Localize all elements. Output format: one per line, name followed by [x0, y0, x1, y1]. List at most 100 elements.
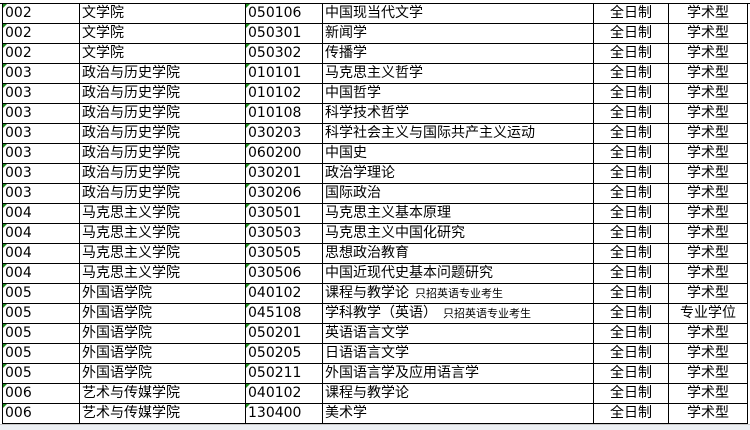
study-mode-cell[interactable]: 全日制	[593, 43, 669, 64]
major-code-cell[interactable]: 030206	[245, 183, 323, 204]
major-name-cell[interactable]: 课程与教学论	[322, 383, 594, 404]
college-name-cell[interactable]: 政治与历史学院	[79, 103, 246, 124]
major-name-cell[interactable]: 新闻学	[322, 23, 594, 44]
major-name-cell[interactable]: 课程与教学论 只招英语专业考生	[322, 283, 594, 304]
study-mode-cell[interactable]: 全日制	[593, 203, 669, 224]
major-name-cell[interactable]: 马克思主义哲学	[322, 63, 594, 84]
college-code-cell[interactable]: 003	[2, 183, 80, 204]
degree-type-cell[interactable]: 学术型	[668, 183, 748, 204]
degree-type-cell[interactable]: 学术型	[668, 43, 748, 64]
college-code-cell[interactable]: 002	[2, 23, 80, 44]
major-code-cell[interactable]: 010101	[245, 63, 323, 84]
degree-type-cell[interactable]: 学术型	[668, 143, 748, 164]
college-name-cell[interactable]: 政治与历史学院	[79, 163, 246, 184]
degree-type-cell[interactable]: 学术型	[668, 103, 748, 124]
major-name-cell[interactable]: 中国近现代史基本问题研究	[322, 263, 594, 284]
college-name-cell[interactable]: 政治与历史学院	[79, 143, 246, 164]
major-name-cell[interactable]: 中国现当代文学	[322, 3, 594, 24]
degree-type-cell[interactable]: 学术型	[668, 243, 748, 264]
major-name-cell[interactable]: 美术学	[322, 403, 594, 424]
college-name-cell[interactable]: 政治与历史学院	[79, 83, 246, 104]
college-code-cell[interactable]: 003	[2, 103, 80, 124]
study-mode-cell[interactable]: 全日制	[593, 363, 669, 384]
college-code-cell[interactable]: 005	[2, 363, 80, 384]
degree-type-cell[interactable]: 学术型	[668, 363, 748, 384]
college-name-cell[interactable]: 文学院	[79, 43, 246, 64]
degree-type-cell[interactable]: 学术型	[668, 383, 748, 404]
major-code-cell[interactable]: 045108	[245, 303, 323, 324]
college-code-cell[interactable]: 004	[2, 203, 80, 224]
major-code-cell[interactable]: 030505	[245, 243, 323, 264]
major-name-cell[interactable]: 科学社会主义与国际共产主义运动	[322, 123, 594, 144]
major-name-cell[interactable]: 科学技术哲学	[322, 103, 594, 124]
degree-type-cell[interactable]: 学术型	[668, 203, 748, 224]
study-mode-cell[interactable]: 全日制	[593, 223, 669, 244]
college-code-cell[interactable]: 004	[2, 223, 80, 244]
college-code-cell[interactable]: 005	[2, 323, 80, 344]
college-code-cell[interactable]: 003	[2, 83, 80, 104]
degree-type-cell[interactable]: 学术型	[668, 343, 748, 364]
degree-type-cell[interactable]: 学术型	[668, 263, 748, 284]
major-name-cell[interactable]: 学科教学（英语） 只招英语专业考生	[322, 303, 594, 324]
major-name-cell[interactable]: 中国史	[322, 143, 594, 164]
study-mode-cell[interactable]: 全日制	[593, 83, 669, 104]
study-mode-cell[interactable]: 全日制	[593, 303, 669, 324]
major-name-cell[interactable]: 马克思主义中国化研究	[322, 223, 594, 244]
college-name-cell[interactable]: 政治与历史学院	[79, 123, 246, 144]
study-mode-cell[interactable]: 全日制	[593, 103, 669, 124]
study-mode-cell[interactable]: 全日制	[593, 3, 669, 24]
study-mode-cell[interactable]: 全日制	[593, 343, 669, 364]
degree-type-cell[interactable]: 专业学位	[668, 303, 748, 324]
study-mode-cell[interactable]: 全日制	[593, 323, 669, 344]
major-code-cell[interactable]: 050205	[245, 343, 323, 364]
degree-type-cell[interactable]: 学术型	[668, 63, 748, 84]
major-code-cell[interactable]: 050302	[245, 43, 323, 64]
major-code-cell[interactable]: 040102	[245, 383, 323, 404]
college-name-cell[interactable]: 外国语学院	[79, 323, 246, 344]
major-code-cell[interactable]: 050106	[245, 3, 323, 24]
college-name-cell[interactable]: 文学院	[79, 23, 246, 44]
degree-type-cell[interactable]: 学术型	[668, 223, 748, 244]
major-code-cell[interactable]: 050211	[245, 363, 323, 384]
study-mode-cell[interactable]: 全日制	[593, 23, 669, 44]
major-code-cell[interactable]: 050201	[245, 323, 323, 344]
college-code-cell[interactable]: 005	[2, 343, 80, 364]
college-code-cell[interactable]: 004	[2, 243, 80, 264]
college-name-cell[interactable]: 马克思主义学院	[79, 223, 246, 244]
major-code-cell[interactable]: 030501	[245, 203, 323, 224]
major-name-cell[interactable]: 中国哲学	[322, 83, 594, 104]
college-code-cell[interactable]: 002	[2, 3, 80, 24]
college-name-cell[interactable]: 艺术与传媒学院	[79, 403, 246, 424]
college-code-cell[interactable]: 005	[2, 283, 80, 304]
college-code-cell[interactable]: 003	[2, 163, 80, 184]
major-code-cell[interactable]: 030201	[245, 163, 323, 184]
college-name-cell[interactable]: 文学院	[79, 3, 246, 24]
major-code-cell[interactable]: 060200	[245, 143, 323, 164]
major-code-cell[interactable]: 010102	[245, 83, 323, 104]
degree-type-cell[interactable]: 学术型	[668, 123, 748, 144]
college-code-cell[interactable]: 002	[2, 43, 80, 64]
major-code-cell[interactable]: 030506	[245, 263, 323, 284]
college-name-cell[interactable]: 马克思主义学院	[79, 263, 246, 284]
college-name-cell[interactable]: 艺术与传媒学院	[79, 383, 246, 404]
major-name-cell[interactable]: 政治学理论	[322, 163, 594, 184]
degree-type-cell[interactable]: 学术型	[668, 23, 748, 44]
study-mode-cell[interactable]: 全日制	[593, 403, 669, 424]
study-mode-cell[interactable]: 全日制	[593, 383, 669, 404]
study-mode-cell[interactable]: 全日制	[593, 123, 669, 144]
major-name-cell[interactable]: 思想政治教育	[322, 243, 594, 264]
college-name-cell[interactable]: 马克思主义学院	[79, 243, 246, 264]
degree-type-cell[interactable]: 学术型	[668, 3, 748, 24]
college-code-cell[interactable]: 003	[2, 63, 80, 84]
college-name-cell[interactable]: 政治与历史学院	[79, 183, 246, 204]
degree-type-cell[interactable]: 学术型	[668, 163, 748, 184]
college-code-cell[interactable]: 004	[2, 263, 80, 284]
college-name-cell[interactable]: 外国语学院	[79, 283, 246, 304]
degree-type-cell[interactable]: 学术型	[668, 283, 748, 304]
major-name-cell[interactable]: 国际政治	[322, 183, 594, 204]
college-name-cell[interactable]: 马克思主义学院	[79, 203, 246, 224]
major-code-cell[interactable]: 040102	[245, 283, 323, 304]
major-name-cell[interactable]: 传播学	[322, 43, 594, 64]
major-name-cell[interactable]: 马克思主义基本原理	[322, 203, 594, 224]
study-mode-cell[interactable]: 全日制	[593, 183, 669, 204]
